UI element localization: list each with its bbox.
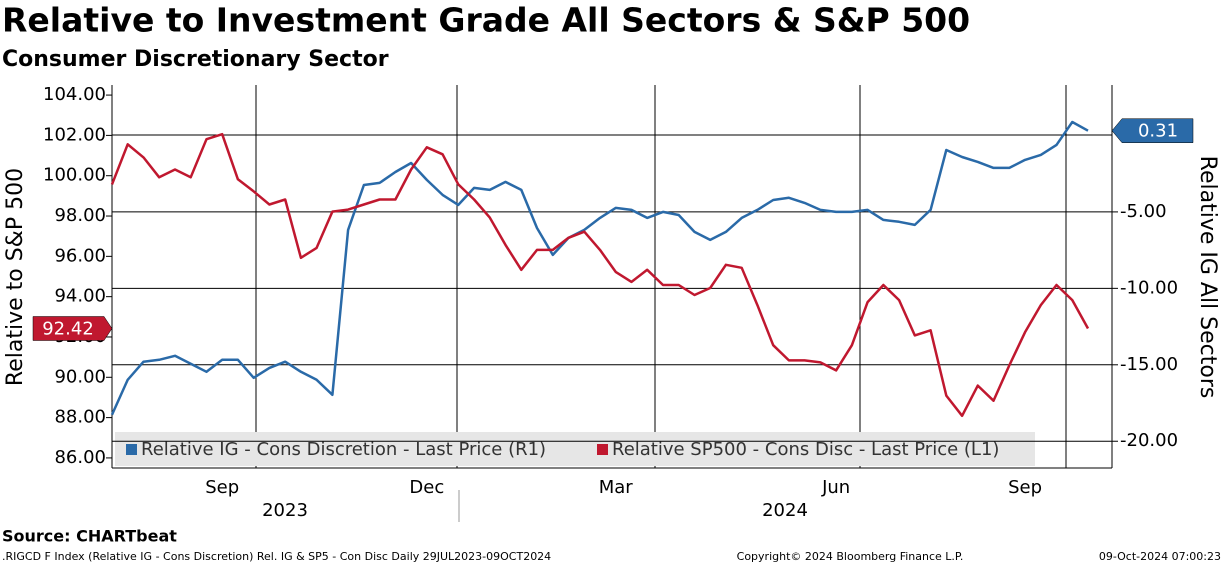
year-label: 2023 xyxy=(262,500,308,521)
x-tick-label: Sep xyxy=(205,477,239,498)
legend-label: Relative IG - Cons Discretion - Last Pri… xyxy=(141,439,546,460)
last-value-label: 92.42 xyxy=(42,319,94,340)
y-tick-label: 98.00 xyxy=(54,205,106,226)
x-tick-label: Jun xyxy=(821,477,850,498)
x-tick-label: Sep xyxy=(1008,477,1042,498)
x-tick-label: Dec xyxy=(409,477,444,498)
y-tick-label: 94.00 xyxy=(54,286,106,307)
series-line xyxy=(110,120,1089,416)
footer-left: .RIGCD F Index (Relative IG - Cons Discr… xyxy=(2,550,551,563)
y-tick-label: 96.00 xyxy=(54,245,106,266)
chart-subtitle: Consumer Discretionary Sector xyxy=(2,47,389,72)
legend-swatch xyxy=(597,444,608,455)
y2-tick-label: -20.00 xyxy=(1120,430,1178,451)
last-value-label: 0.31 xyxy=(1138,121,1178,142)
y2-tick-label: -5.00 xyxy=(1120,201,1167,222)
legend-label: Relative SP500 - Cons Disc - Last Price … xyxy=(612,439,999,460)
chart-title: Relative to Investment Grade All Sectors… xyxy=(2,1,970,40)
legend-swatch xyxy=(126,444,137,455)
y-tick-label: 88.00 xyxy=(54,407,106,428)
footer-right: 09-Oct-2024 07:00:23 xyxy=(1099,550,1221,563)
y-tick-label: 100.00 xyxy=(43,165,106,186)
legend-box xyxy=(115,432,1035,466)
y2-tick-label: -10.00 xyxy=(1120,277,1178,298)
y-tick-label: 90.00 xyxy=(54,366,106,387)
y2-axis-label: Relative IG All Sectors xyxy=(1195,156,1220,399)
y-axis-label: Relative to S&P 500 xyxy=(3,168,28,386)
year-label: 2024 xyxy=(762,500,808,521)
x-tick-label: Mar xyxy=(599,477,634,498)
y2-tick-label: -15.00 xyxy=(1120,354,1178,375)
last-value-tag xyxy=(1111,118,1194,143)
last-value-tag xyxy=(32,316,113,341)
footer-center: Copyright© 2024 Bloomberg Finance L.P. xyxy=(737,550,964,563)
y-tick-label: 104.00 xyxy=(43,84,106,105)
y-tick-label: 86.00 xyxy=(54,447,106,468)
series-line xyxy=(110,132,1090,418)
source: Source: CHARTbeat xyxy=(2,527,177,546)
y-tick-label: 102.00 xyxy=(43,124,106,145)
